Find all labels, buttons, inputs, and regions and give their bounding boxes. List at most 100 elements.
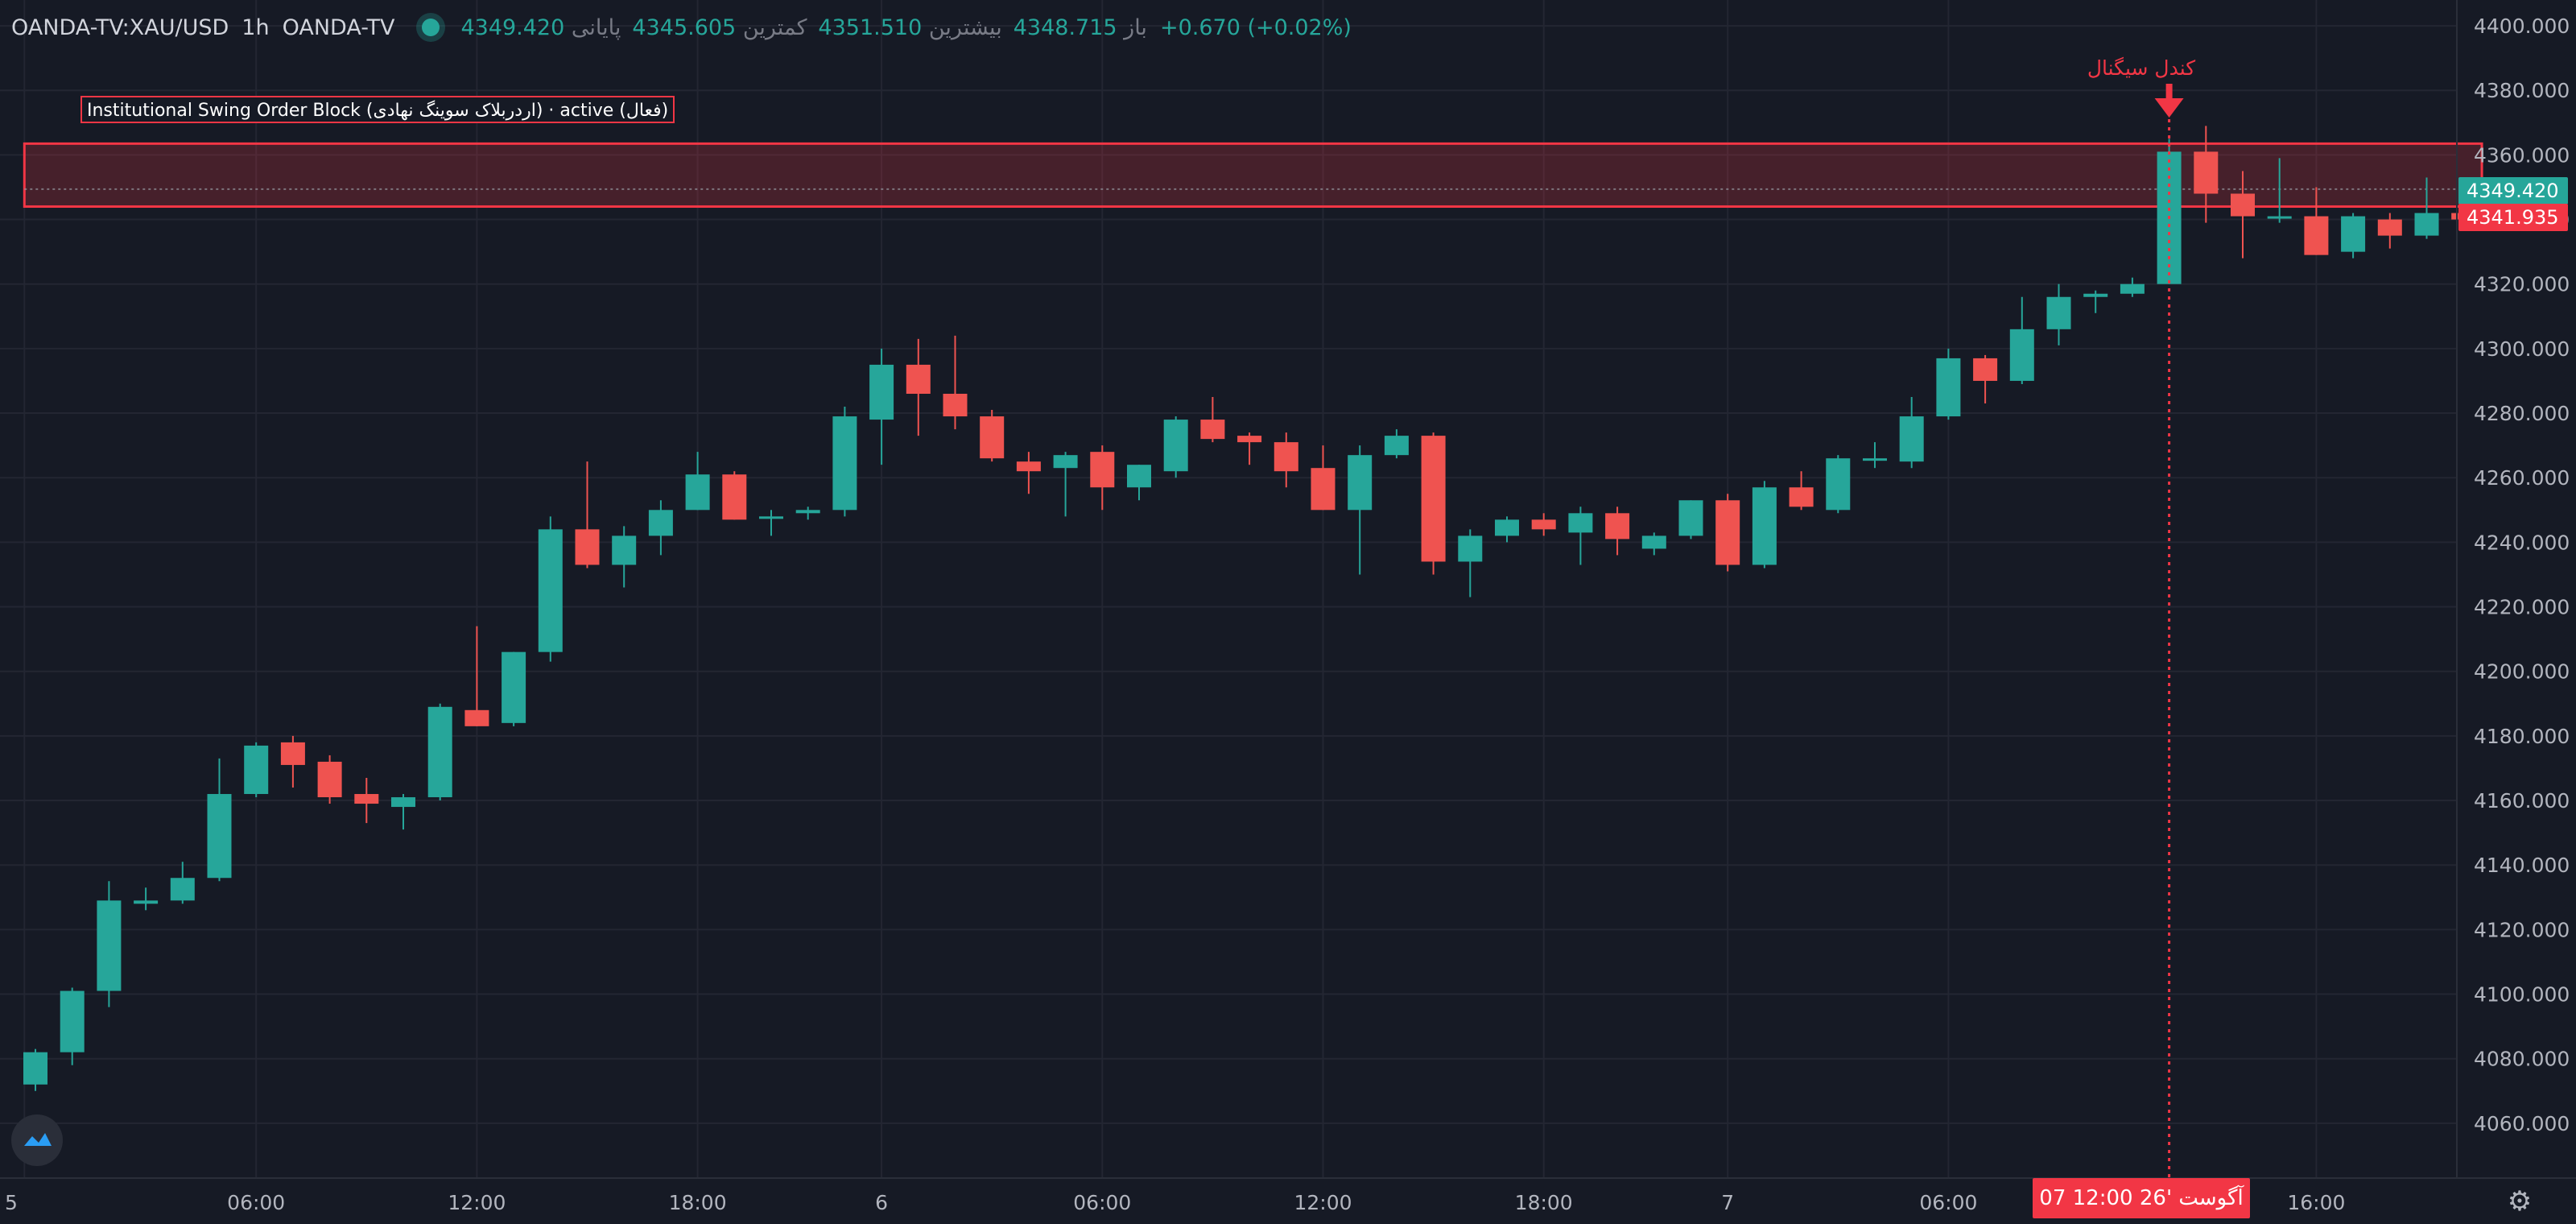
- candles: [23, 126, 2476, 1091]
- price-axis[interactable]: 4060.000 4080.000 4100.000 4120.000 4140.000…: [2456, 0, 2570, 1178]
- time-tick-label: 12:00: [448, 1191, 506, 1214]
- candle: [2304, 187, 2329, 255]
- price-tick-label: 4360.000: [2474, 143, 2570, 167]
- candle: [2231, 171, 2255, 258]
- candle: [869, 348, 894, 465]
- candle: [1237, 432, 1262, 465]
- candle: [60, 987, 85, 1065]
- signal-arrow-head: [2154, 98, 2184, 118]
- candle: [207, 758, 232, 882]
- time-tick-label: 06:00: [1919, 1191, 1977, 1214]
- candle: [2083, 290, 2108, 313]
- high-value: 4351.510: [818, 14, 923, 40]
- candle-body: [1421, 436, 1446, 562]
- candle-body: [391, 797, 415, 808]
- price-tick-label: 4380.000: [2474, 79, 2570, 102]
- candle-body: [648, 510, 673, 536]
- candle-body: [1274, 442, 1298, 472]
- candle-body: [685, 474, 710, 511]
- interval[interactable]: 1h: [242, 14, 270, 40]
- candle: [1090, 445, 1115, 511]
- candle-body: [354, 794, 379, 804]
- candle-body: [1200, 420, 1225, 440]
- open-value: 4348.715: [1013, 14, 1117, 40]
- candle-body: [1237, 436, 1262, 443]
- candle-body: [1678, 500, 1703, 536]
- candle-body: [2231, 193, 2255, 217]
- low-label: کمترین: [742, 14, 807, 40]
- candle: [354, 777, 379, 824]
- candle: [906, 338, 931, 436]
- candle-body: [244, 745, 269, 795]
- time-tick-label: 6: [875, 1191, 888, 1214]
- candle: [1458, 529, 1483, 598]
- tradingview-logo-icon[interactable]: [11, 1114, 63, 1166]
- price-tick-label: 4060.000: [2474, 1112, 2570, 1135]
- candle: [759, 510, 783, 536]
- time-axis[interactable]: 5 06:00 12:00 18:00 6 06:00 12:00 18:00 7 06:00 16…: [0, 1177, 2576, 1214]
- candle: [2009, 296, 2034, 384]
- candle-body: [1384, 436, 1409, 456]
- candle-body: [722, 474, 747, 520]
- order-block-label: Institutional Swing Order Block (اردربلا…: [80, 96, 675, 123]
- candle-body: [1605, 513, 1630, 540]
- candle-body: [97, 900, 122, 991]
- signal-marker: [2154, 84, 2184, 1178]
- candle-body: [2414, 213, 2439, 236]
- time-tick-label: 5: [5, 1191, 18, 1214]
- high-label: بیشترین: [928, 14, 1002, 40]
- open-label: باز: [1124, 14, 1147, 40]
- candle: [317, 755, 342, 804]
- time-tick-label: 7: [1721, 1191, 1734, 1214]
- candle: [1863, 442, 1887, 469]
- candle-body: [280, 742, 305, 765]
- candle-body: [1163, 420, 1188, 472]
- live-dot-icon: [422, 19, 440, 36]
- candle-body: [23, 1052, 47, 1085]
- candle-body: [1715, 500, 1740, 565]
- price-tick-label: 4400.000: [2474, 14, 2570, 38]
- price-tick-label: 4080.000: [2474, 1048, 2570, 1071]
- candle-body: [1789, 487, 1814, 507]
- symbol-legend: OANDA-TV:XAU/USD 1h OANDA-TV باز 4348.71…: [11, 11, 1352, 43]
- candle: [685, 452, 710, 511]
- candle-body: [1090, 452, 1115, 488]
- change-value: +0.670 (+0.02%): [1159, 14, 1352, 40]
- candle-body: [869, 364, 894, 420]
- candle: [1936, 348, 1961, 420]
- candle-body: [317, 761, 342, 798]
- symbol-name[interactable]: OANDA-TV:XAU/USD: [11, 14, 229, 40]
- candle: [427, 703, 452, 801]
- candle: [1127, 465, 1151, 501]
- candle-body: [2083, 293, 2108, 297]
- signal-arrow-shaft: [2165, 84, 2173, 101]
- price-tick-label: 4280.000: [2474, 402, 2570, 425]
- price-tick-label: 4320.000: [2474, 273, 2570, 296]
- candle: [391, 794, 415, 830]
- candle-body: [427, 706, 452, 798]
- candle-body: [906, 364, 931, 395]
- candle-body: [1016, 461, 1041, 472]
- candle: [2341, 213, 2366, 258]
- price-tick-label: 4180.000: [2474, 725, 2570, 748]
- candle: [1605, 507, 1630, 556]
- time-tick-label: 12:00: [1294, 1191, 1352, 1214]
- candle: [1421, 432, 1446, 575]
- candle-body: [759, 516, 783, 519]
- price-tick-label: 4140.000: [2474, 854, 2570, 877]
- candle-body: [2377, 219, 2402, 236]
- candle-body: [60, 990, 85, 1052]
- candle-body: [134, 900, 159, 904]
- candle: [97, 881, 122, 1007]
- close-value: 4349.420: [460, 14, 565, 40]
- candle: [1348, 445, 1373, 575]
- candle-body: [2304, 216, 2329, 255]
- candle-body: [2267, 216, 2292, 219]
- candle: [1163, 416, 1188, 478]
- time-tick-label: 16:00: [2287, 1191, 2345, 1214]
- candle: [795, 507, 820, 520]
- gear-icon[interactable]: ⚙: [2507, 1185, 2533, 1218]
- candle: [1899, 397, 1924, 469]
- candle-body: [1458, 536, 1483, 562]
